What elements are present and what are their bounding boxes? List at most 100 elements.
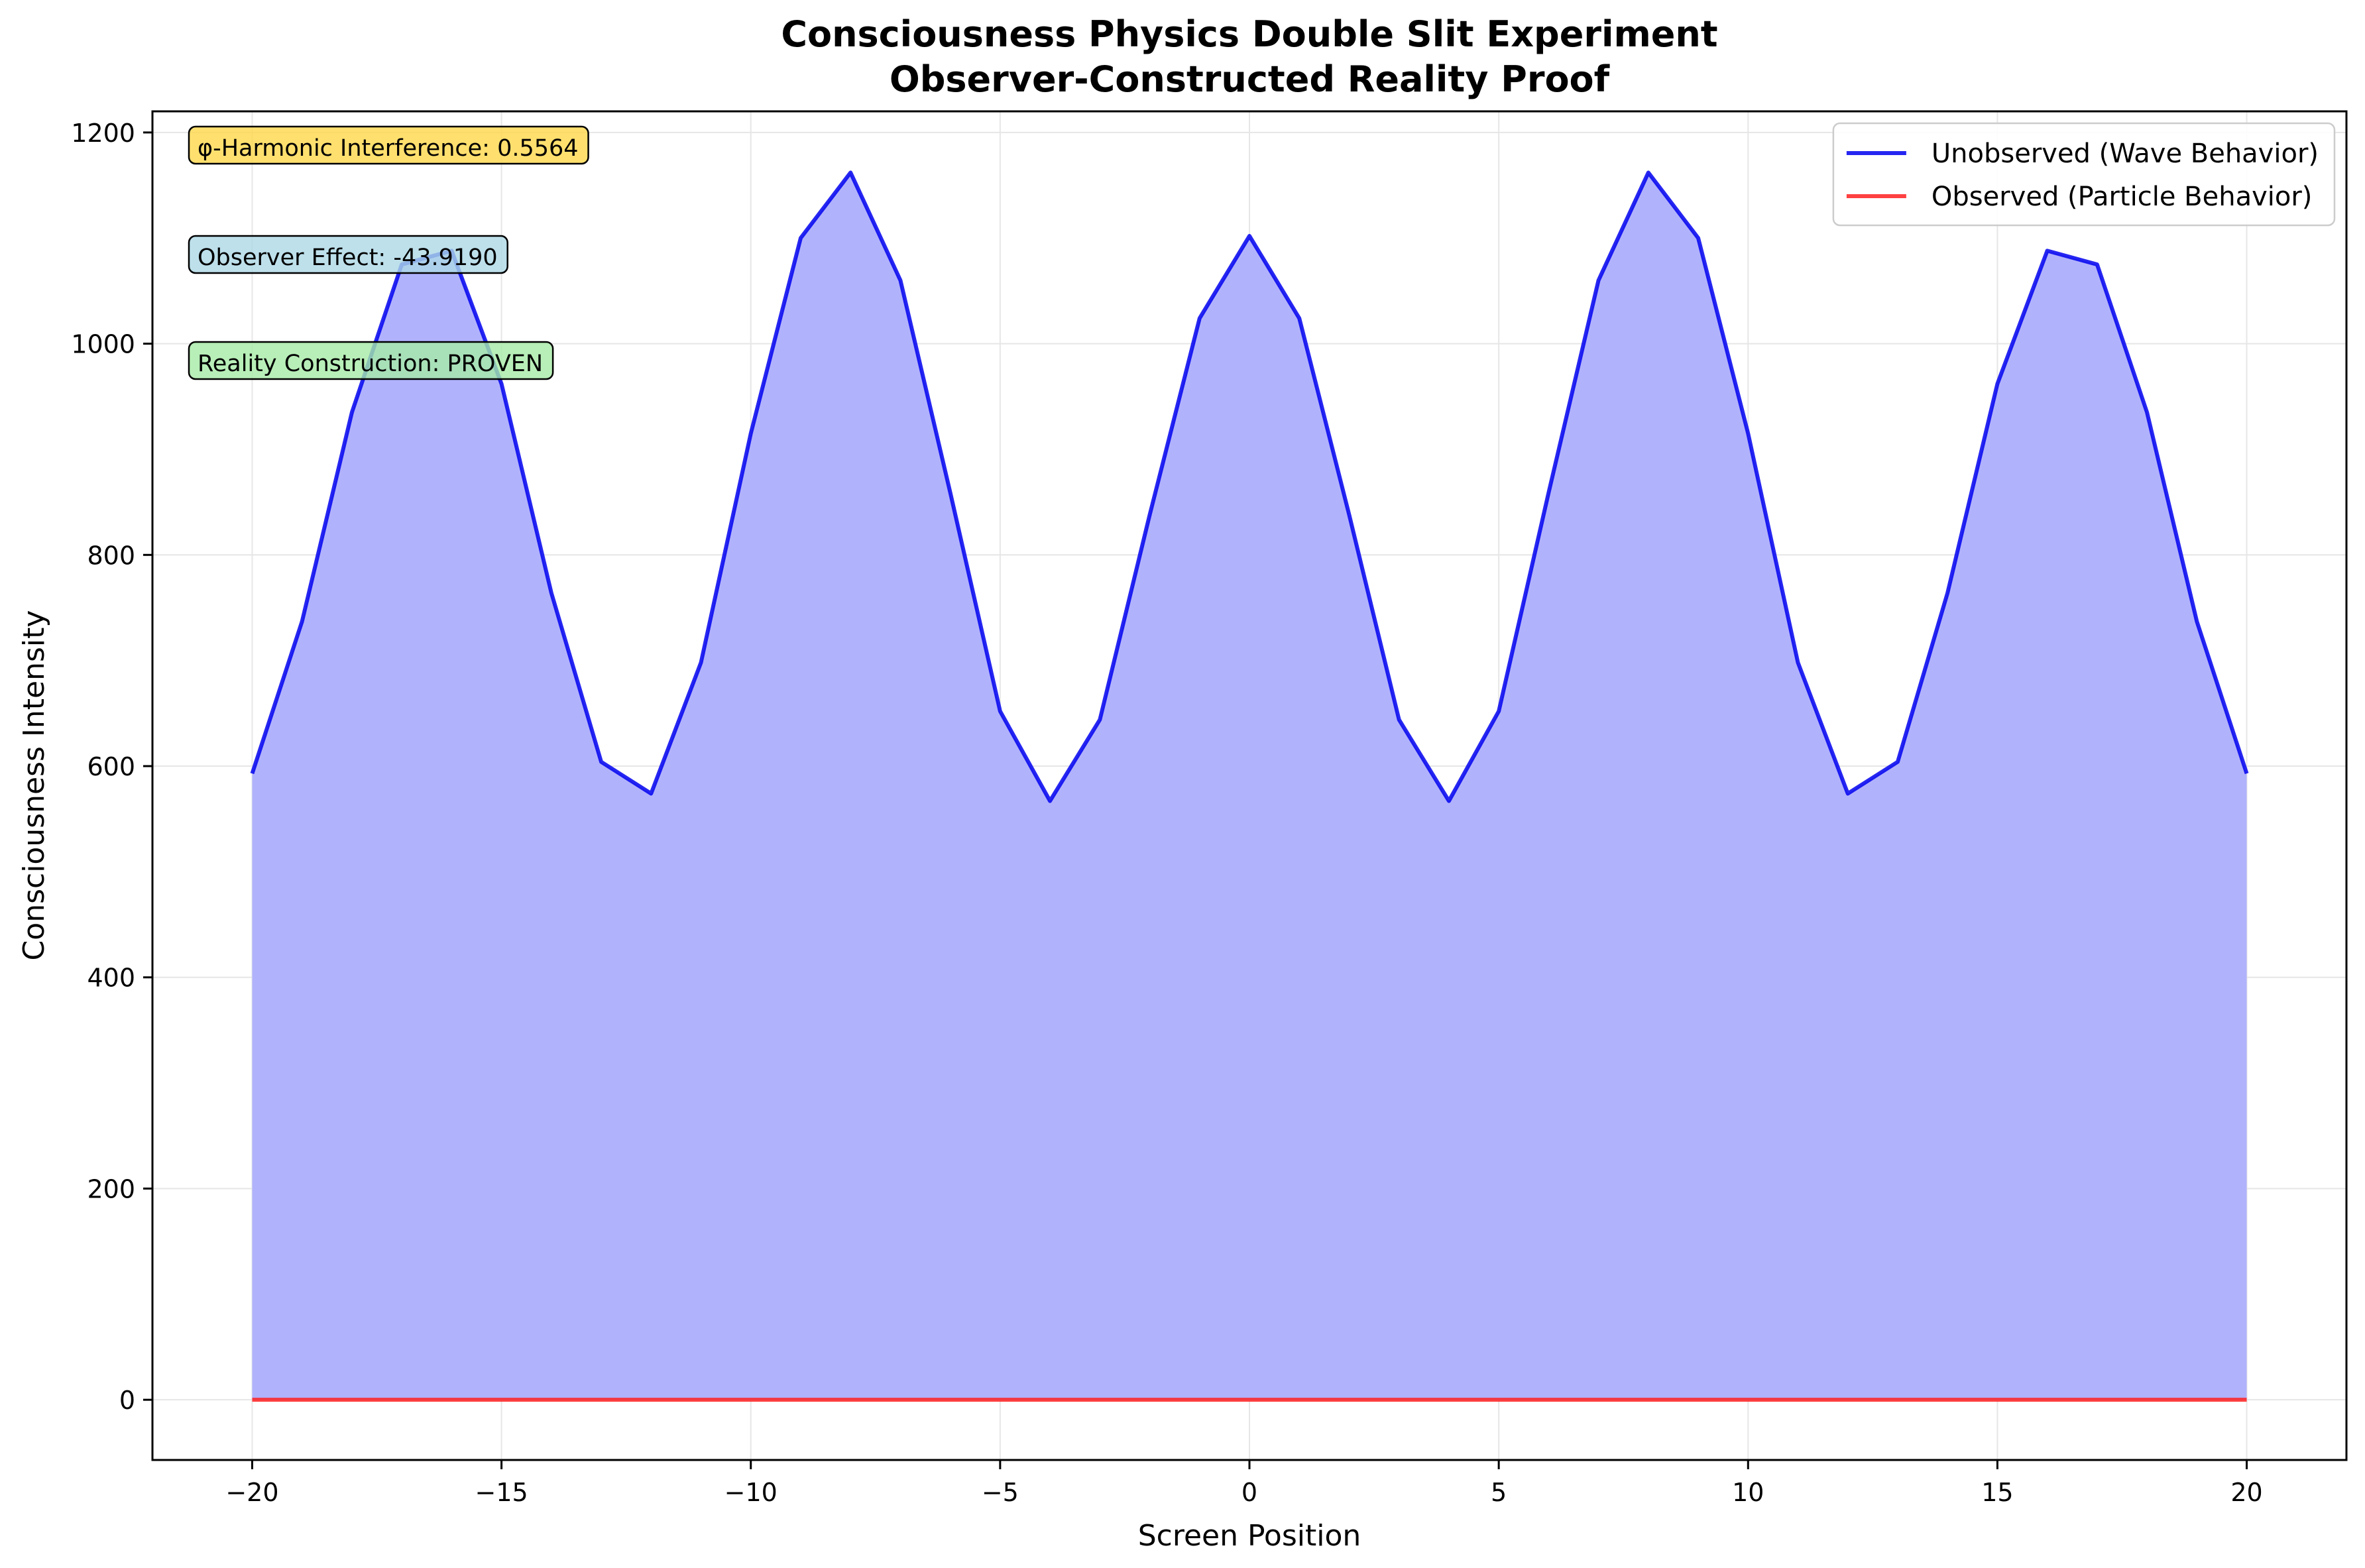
y-tick-label: 1200: [71, 119, 135, 148]
y-tick-label: 400: [87, 964, 135, 993]
data-point: [799, 236, 803, 240]
data-point: [1397, 1398, 1401, 1402]
data-point: [1148, 513, 1152, 517]
legend-box: [1832, 122, 2336, 227]
x-tick-label: 0: [1241, 1478, 1257, 1507]
data-point: [599, 1398, 603, 1402]
y-tick-label: 200: [87, 1174, 135, 1204]
annotation-text: Observer Effect: -43.9190: [198, 245, 498, 271]
x-tick-label: −5: [982, 1478, 1019, 1507]
data-point: [350, 1398, 354, 1402]
y-axis-label: Consciousness Intensity: [17, 610, 51, 961]
data-point: [1846, 791, 1850, 795]
data-point: [1247, 234, 1251, 238]
data-point: [1098, 718, 1102, 722]
data-point: [549, 591, 553, 595]
data-point: [2046, 249, 2049, 252]
data-point: [1896, 1398, 1900, 1402]
series-fill-area: [252, 172, 2247, 1400]
y-tick-label: 1000: [71, 330, 135, 359]
data-point: [1497, 709, 1501, 713]
series-layer: [250, 170, 2249, 1402]
data-point: [1546, 1398, 1550, 1402]
y-tick-label: 800: [87, 541, 135, 570]
data-point: [1447, 799, 1451, 803]
data-point: [1297, 1398, 1301, 1402]
x-axis: −20 −15 −10 −5 0 5 10 15 20: [225, 1460, 2263, 1507]
data-point: [1297, 316, 1301, 320]
data-point: [2046, 1398, 2049, 1402]
data-point: [1148, 1398, 1152, 1402]
chart-title: Consciousness Physics Double Slit Experi…: [781, 13, 1717, 55]
x-axis-label: Screen Position: [1138, 1519, 1361, 1553]
data-point: [749, 431, 753, 435]
y-tick-label: 0: [119, 1386, 135, 1415]
data-point: [2095, 1398, 2099, 1402]
data-point: [250, 771, 254, 775]
data-point: [400, 1398, 404, 1402]
data-point: [848, 170, 852, 174]
data-point: [1397, 718, 1401, 722]
data-point: [949, 1398, 952, 1402]
data-point: [998, 709, 1002, 713]
annotation-background: [188, 341, 554, 380]
data-point: [350, 410, 354, 414]
data-point: [2195, 620, 2199, 624]
y-tick-label: 600: [87, 752, 135, 781]
data-point: [2145, 410, 2149, 414]
data-point: [1198, 316, 1202, 320]
data-point: [1497, 1398, 1501, 1402]
annotation-box: φ-Harmonic Interference: 0.5564: [188, 125, 589, 165]
annotation-box: Reality Construction: PROVEN: [188, 341, 554, 380]
data-point: [1746, 431, 1750, 435]
annotation-box: Observer Effect: -43.9190: [188, 235, 508, 274]
data-point: [998, 1398, 1002, 1402]
annotation-text: φ-Harmonic Interference: 0.5564: [198, 135, 579, 162]
data-point: [1247, 1398, 1251, 1402]
data-point: [699, 1398, 703, 1402]
data-point: [898, 1398, 902, 1402]
annotation-background: [188, 125, 589, 165]
data-point: [1098, 1398, 1102, 1402]
data-point: [549, 1398, 553, 1402]
series-line-unobserved: [250, 170, 2249, 803]
data-point: [649, 1398, 653, 1402]
x-tick-label: 20: [2230, 1478, 2262, 1507]
data-point: [1597, 278, 1601, 282]
x-tick-label: 15: [1981, 1478, 2013, 1507]
data-point: [1646, 1398, 1650, 1402]
data-point: [250, 1398, 254, 1402]
data-point: [1696, 1398, 1700, 1402]
y-axis: 0 200 400 600 800 1000 1200: [71, 119, 152, 1415]
data-point: [2195, 1398, 2199, 1402]
data-point: [649, 791, 653, 795]
data-point: [1347, 513, 1351, 517]
data-point: [1696, 236, 1700, 240]
data-point: [1546, 490, 1550, 494]
legend-label: Unobserved (Wave Behavior): [1932, 139, 2319, 169]
x-tick-label: −10: [724, 1478, 778, 1507]
x-tick-label: −20: [225, 1478, 278, 1507]
data-point: [799, 1398, 803, 1402]
annotations: φ-Harmonic Interference: 0.5564 Observer …: [188, 125, 589, 380]
data-point: [1995, 382, 1999, 386]
data-point: [1846, 1398, 1850, 1402]
data-point: [1347, 1398, 1351, 1402]
x-tick-label: 5: [1491, 1478, 1507, 1507]
x-tick-label: −15: [475, 1478, 528, 1507]
data-point: [1048, 799, 1052, 803]
data-point: [599, 760, 603, 764]
data-point: [1945, 1398, 1949, 1402]
data-point: [749, 1398, 753, 1402]
data-point: [300, 1398, 304, 1402]
data-point: [500, 1398, 504, 1402]
legend: Unobserved (Wave Behavior) Observed (Part…: [1832, 122, 2336, 227]
data-point: [1796, 661, 1800, 665]
data-point: [1048, 1398, 1052, 1402]
data-point: [1746, 1398, 1750, 1402]
data-point: [898, 278, 902, 282]
data-point: [1995, 1398, 1999, 1402]
data-point: [2245, 771, 2249, 775]
data-point: [500, 382, 504, 386]
